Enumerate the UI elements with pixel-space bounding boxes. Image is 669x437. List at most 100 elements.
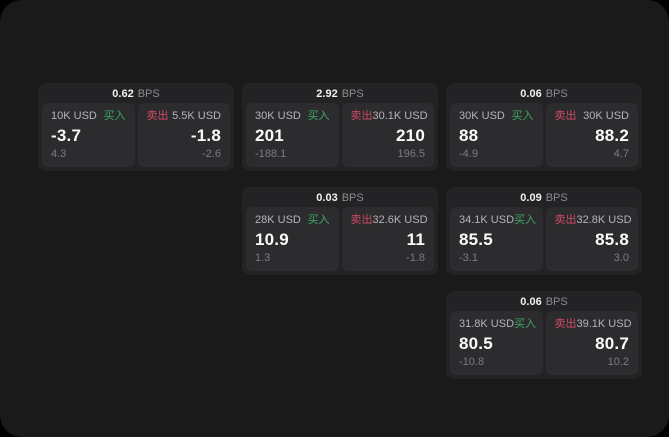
sell-tile[interactable]: 卖出 5.5K USD -1.8 -2.6 <box>137 103 230 167</box>
bps-value: 0.06 <box>520 296 542 308</box>
card-body: 31.8K USD 买入 80.5 -10.8 卖出 39.1K USD 80.… <box>450 311 638 375</box>
sell-delta: 4.7 <box>613 148 629 160</box>
sell-tile[interactable]: 卖出 32.6K USD 11 -1.8 <box>341 207 434 271</box>
buy-delta: 1.3 <box>255 252 271 264</box>
card-header: 0.03 BPS <box>246 190 434 207</box>
card-header: 0.06 BPS <box>450 294 638 311</box>
sell-tile[interactable]: 卖出 30.1K USD 210 196.5 <box>341 103 434 167</box>
sell-tile-header: 卖出 30K USD <box>555 110 630 123</box>
sell-price: 85.8 <box>595 230 629 249</box>
bps-value: 0.03 <box>316 192 338 204</box>
buy-tile[interactable]: 28K USD 买入 10.9 1.3 <box>246 207 339 271</box>
buy-amount: 30K USD <box>459 110 505 122</box>
buy-tile[interactable]: 30K USD 买入 88 -4.9 <box>450 103 543 167</box>
sell-delta: -1.8 <box>406 252 425 264</box>
card-header: 0.06 BPS <box>450 86 638 103</box>
buy-tile[interactable]: 30K USD 买入 201 -188.1 <box>246 103 339 167</box>
buy-side-label: 买入 <box>514 214 537 226</box>
buy-tile[interactable]: 34.1K USD 买入 85.5 -3.1 <box>450 207 543 271</box>
quote-card: 0.03 BPS 28K USD 买入 10.9 1.3 卖出 32.6K US… <box>242 187 438 275</box>
sell-tile-header: 卖出 5.5K USD <box>147 110 222 123</box>
sell-price: 80.7 <box>595 334 629 353</box>
buy-price: 80.5 <box>459 334 493 353</box>
quote-card: 0.09 BPS 34.1K USD 买入 85.5 -3.1 卖出 32.8K… <box>446 187 642 275</box>
buy-tile-header: 30K USD 买入 <box>255 110 330 123</box>
buy-side-label: 买入 <box>307 110 330 122</box>
buy-tile-header: 30K USD 买入 <box>459 110 534 123</box>
buy-tile-header: 28K USD 买入 <box>255 214 330 227</box>
buy-price: 88 <box>459 126 479 145</box>
card-body: 30K USD 买入 201 -188.1 卖出 30.1K USD 210 1… <box>246 103 434 167</box>
buy-price: 85.5 <box>459 230 493 249</box>
bps-unit-label: BPS <box>545 192 568 204</box>
buy-tile[interactable]: 31.8K USD 买入 80.5 -10.8 <box>450 311 543 375</box>
sell-delta: 3.0 <box>613 252 629 264</box>
bps-value: 0.62 <box>112 88 134 100</box>
bps-value: 0.06 <box>520 88 542 100</box>
buy-side-label: 买入 <box>307 214 330 226</box>
bps-value: 2.92 <box>316 88 338 100</box>
sell-amount: 32.8K USD <box>576 214 632 226</box>
bps-unit-label: BPS <box>137 88 160 100</box>
card-body: 28K USD 买入 10.9 1.3 卖出 32.6K USD 11 -1.8 <box>246 207 434 271</box>
sell-side-label: 卖出 <box>350 214 373 226</box>
bps-unit-label: BPS <box>341 192 364 204</box>
quote-card: 0.06 BPS 30K USD 买入 88 -4.9 卖出 30K USD 8… <box>446 83 642 171</box>
buy-amount: 10K USD <box>51 110 97 122</box>
sell-tile[interactable]: 卖出 39.1K USD 80.7 10.2 <box>545 311 638 375</box>
buy-delta: 4.3 <box>51 148 67 160</box>
buy-side-label: 买入 <box>511 110 534 122</box>
bps-unit-label: BPS <box>545 88 568 100</box>
sell-delta: 10.2 <box>607 356 629 368</box>
sell-tile-header: 卖出 30.1K USD <box>350 110 428 123</box>
buy-tile-header: 34.1K USD 买入 <box>459 214 537 227</box>
bps-value: 0.09 <box>520 192 542 204</box>
sell-price: 210 <box>396 126 425 145</box>
buy-tile-header: 10K USD 买入 <box>51 110 126 123</box>
sell-tile[interactable]: 卖出 30K USD 88.2 4.7 <box>545 103 638 167</box>
sell-side-label: 卖出 <box>350 110 373 122</box>
buy-amount: 31.8K USD <box>459 318 515 330</box>
sell-tile[interactable]: 卖出 32.8K USD 85.8 3.0 <box>545 207 638 271</box>
sell-delta: 196.5 <box>397 148 425 160</box>
quote-card: 0.06 BPS 31.8K USD 买入 80.5 -10.8 卖出 39.1… <box>446 291 642 379</box>
sell-side-label: 卖出 <box>146 110 169 122</box>
sell-tile-header: 卖出 32.6K USD <box>350 214 428 227</box>
quote-card: 2.92 BPS 30K USD 买入 201 -188.1 卖出 30.1K … <box>242 83 438 171</box>
bps-unit-label: BPS <box>545 296 568 308</box>
buy-price: -3.7 <box>51 126 82 145</box>
sell-amount: 30K USD <box>583 110 629 122</box>
sell-price: -1.8 <box>190 126 221 145</box>
buy-amount: 28K USD <box>255 214 301 226</box>
buy-side-label: 买入 <box>103 110 126 122</box>
cards-grid: 0.62 BPS 10K USD 买入 -3.7 4.3 卖出 5.5K USD… <box>38 83 642 379</box>
sell-amount: 32.6K USD <box>372 214 428 226</box>
sell-amount: 39.1K USD <box>576 318 632 330</box>
sell-side-label: 卖出 <box>554 110 577 122</box>
sell-price: 88.2 <box>595 126 629 145</box>
sell-side-label: 卖出 <box>554 214 577 226</box>
card-body: 10K USD 买入 -3.7 4.3 卖出 5.5K USD -1.8 -2.… <box>42 103 230 167</box>
buy-side-label: 买入 <box>514 318 537 330</box>
buy-price: 10.9 <box>255 230 289 249</box>
buy-tile[interactable]: 10K USD 买入 -3.7 4.3 <box>42 103 135 167</box>
sell-delta: -2.6 <box>202 148 221 160</box>
card-header: 2.92 BPS <box>246 86 434 103</box>
card-header: 0.62 BPS <box>42 86 230 103</box>
card-header: 0.09 BPS <box>450 190 638 207</box>
buy-amount: 30K USD <box>255 110 301 122</box>
sell-side-label: 卖出 <box>554 318 577 330</box>
sell-tile-header: 卖出 39.1K USD <box>554 318 632 331</box>
sell-price: 11 <box>406 230 425 249</box>
buy-delta: -4.9 <box>459 148 478 160</box>
buy-amount: 34.1K USD <box>459 214 515 226</box>
sell-amount: 30.1K USD <box>372 110 428 122</box>
bps-unit-label: BPS <box>341 88 364 100</box>
sell-amount: 5.5K USD <box>172 110 221 122</box>
card-body: 34.1K USD 买入 85.5 -3.1 卖出 32.8K USD 85.8… <box>450 207 638 271</box>
buy-delta: -3.1 <box>459 252 478 264</box>
buy-delta: -10.8 <box>459 356 485 368</box>
buy-delta: -188.1 <box>255 148 287 160</box>
sell-tile-header: 卖出 32.8K USD <box>554 214 632 227</box>
